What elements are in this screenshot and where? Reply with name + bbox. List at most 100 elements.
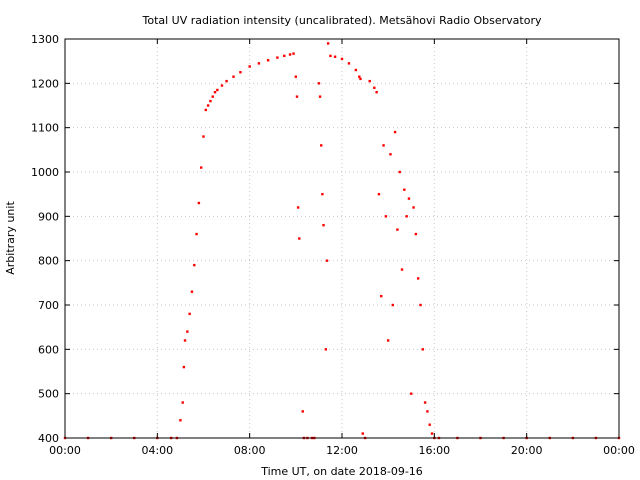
data-point (190, 290, 194, 293)
data-point (197, 201, 201, 205)
data-point (298, 237, 301, 240)
data-point (373, 86, 376, 89)
data-point (182, 365, 186, 369)
data-point (325, 259, 329, 262)
data-point (296, 206, 300, 209)
x-axis-label: Time UT, on date 2018-09-16 (260, 465, 423, 478)
data-point (391, 303, 394, 307)
data-point (393, 130, 397, 134)
data-point (407, 197, 411, 200)
y-tick-label: 1300 (31, 33, 59, 46)
data-point (211, 95, 214, 98)
data-point (410, 392, 413, 395)
chart-title: Total UV radiation intensity (uncalibrat… (142, 14, 542, 27)
data-point (430, 432, 434, 435)
y-tick-label: 600 (38, 343, 59, 356)
data-point (428, 423, 431, 426)
data-point (320, 144, 323, 147)
data-point (288, 53, 292, 56)
data-point (324, 348, 328, 351)
data-point (202, 135, 205, 138)
data-point (216, 88, 219, 92)
data-point (204, 108, 208, 112)
data-point (257, 62, 261, 65)
data-point (186, 330, 189, 333)
data-point (213, 91, 217, 94)
data-point (403, 188, 406, 191)
data-point (318, 95, 322, 98)
data-point (375, 91, 378, 94)
grid-lines (65, 39, 619, 438)
data-point (416, 277, 420, 280)
data-point (301, 410, 304, 413)
data-point (193, 263, 196, 267)
x-tick-label: 08:00 (234, 444, 266, 457)
data-point (384, 215, 388, 218)
data-point (326, 42, 330, 45)
x-tick-label: 16:00 (418, 444, 450, 457)
data-point (181, 401, 184, 404)
data-point (322, 224, 325, 227)
data-point (333, 55, 337, 58)
data-point (321, 192, 324, 196)
data-point (405, 215, 408, 218)
x-tick-label: 00:00 (603, 444, 635, 457)
data-point (232, 75, 235, 78)
data-point (209, 99, 212, 103)
data-point (183, 339, 187, 342)
data-point (419, 303, 422, 307)
data-point (358, 75, 361, 78)
data-point (199, 166, 203, 169)
y-tick-label: 500 (38, 388, 59, 401)
data-point (266, 59, 270, 62)
data-point (377, 192, 381, 196)
data-point (380, 294, 383, 298)
data-point (412, 206, 415, 209)
data-point (220, 84, 224, 87)
y-tick-label: 400 (38, 432, 59, 445)
y-tick-label: 1200 (31, 77, 59, 90)
x-tick-label: 00:00 (49, 444, 81, 457)
data-point (195, 232, 198, 236)
data-point (386, 339, 390, 342)
y-tick-label: 900 (38, 210, 59, 223)
plot-frame (64, 38, 620, 439)
data-point (239, 71, 242, 74)
data-point (389, 153, 392, 156)
data-point (295, 95, 299, 98)
data-point (361, 432, 364, 435)
data-point (398, 170, 401, 174)
x-tick-label: 04:00 (141, 444, 173, 457)
data-point (248, 65, 251, 68)
y-tick-label: 1000 (31, 166, 59, 179)
data-point (188, 312, 191, 316)
data-point (225, 79, 228, 83)
y-tick-label: 1100 (31, 122, 59, 135)
y-tick-label: 800 (38, 255, 59, 268)
data-point (368, 79, 371, 83)
data-point (292, 52, 295, 55)
x-tick-label: 20:00 (511, 444, 543, 457)
data-point (426, 410, 429, 413)
data-point (396, 228, 399, 231)
data-point (421, 348, 424, 351)
data-point (317, 82, 321, 85)
data-point (347, 62, 351, 65)
data-point (340, 57, 344, 61)
y-tick-label: 700 (38, 299, 59, 312)
data-point (359, 77, 362, 81)
data-point (329, 54, 332, 58)
data-point (354, 68, 358, 72)
data-point (179, 419, 182, 422)
data-point (423, 401, 427, 404)
data-point (283, 54, 286, 58)
data-point (414, 232, 418, 236)
data-point (206, 104, 210, 107)
axis-ticks: 400 500 600 700 800 900 1000 1100 1200 1300 00:00 0… (31, 33, 635, 457)
data-point (382, 144, 385, 147)
data-point (400, 268, 404, 271)
x-tick-label: 12:00 (326, 444, 358, 457)
data-point (276, 56, 279, 59)
y-axis-label: Arbitrary unit (4, 201, 17, 275)
